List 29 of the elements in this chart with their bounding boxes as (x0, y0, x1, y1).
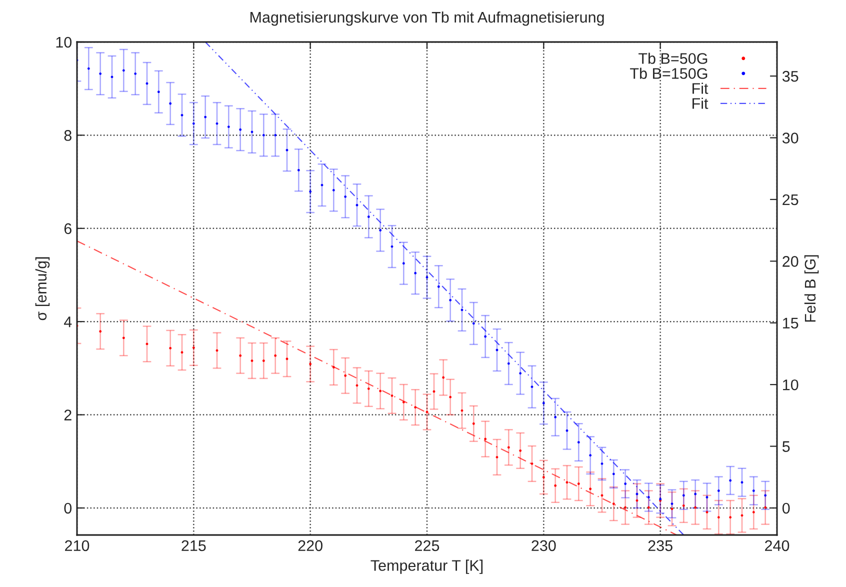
y-tick-label: 10 (56, 36, 72, 48)
y-tick-label: 8 (64, 130, 72, 141)
x-axis-title: Temperatur T [K] (370, 560, 483, 574)
x-tick-label: 215 (182, 540, 206, 552)
x-tick-label: 220 (298, 540, 322, 552)
y2-tick-label: 35 (782, 70, 798, 82)
x-tick-label: 230 (532, 540, 556, 552)
legend-label: Tb B=50G (638, 52, 708, 64)
y-tick-label: 0 (64, 502, 72, 514)
y-axis-title: σ [emu/g] (35, 257, 50, 320)
y2-tick-label: 15 (783, 318, 798, 329)
y2-tick-label: 10 (783, 379, 798, 390)
y2-tick-label: 5 (782, 441, 790, 452)
y2-axis-title: Feld B [G] (804, 255, 819, 322)
chart-title: Magnetisierungskurve von Tb mit Aufmagnetisierung (250, 11, 604, 26)
x-tick-label: 235 (648, 540, 672, 552)
x-tick-label: 240 (765, 540, 790, 552)
x-tick-label: 210 (65, 540, 90, 552)
x-tick-label: 225 (415, 540, 440, 552)
legend-label: Fit (692, 82, 708, 94)
legend-label: Fit (692, 98, 708, 109)
y2-tick-label: 0 (782, 502, 790, 514)
y-tick-label: 2 (64, 410, 72, 420)
legend-label: Tb B=150G (630, 68, 708, 79)
y-tick-label: 4 (64, 316, 72, 328)
y2-tick-label: 20 (782, 256, 798, 267)
y2-tick-label: 25 (782, 194, 798, 206)
y2-tick-label: 30 (782, 132, 798, 144)
y-tick-label: 6 (64, 223, 72, 234)
